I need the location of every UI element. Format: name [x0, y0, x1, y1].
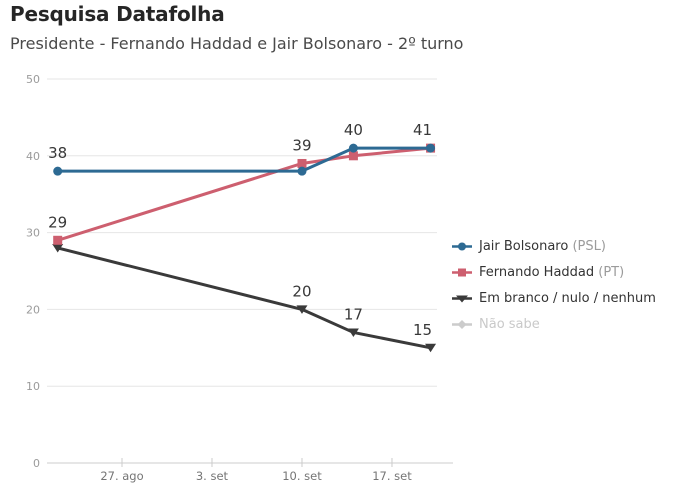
data-point-label: 29 — [48, 213, 67, 231]
triangle-down-series-marker-icon — [452, 295, 472, 302]
data-point-marker — [347, 328, 359, 337]
y-axis-label: 20 — [26, 303, 40, 316]
y-axis-label: 50 — [26, 73, 40, 86]
data-point-label: 41 — [413, 121, 432, 139]
legend-marker-shape — [457, 319, 467, 329]
data-point-label: 39 — [292, 136, 311, 154]
data-point-marker — [296, 305, 308, 314]
series-line — [57, 146, 431, 173]
legend-label: Fernando Haddad (PT) — [479, 264, 625, 280]
legend-label-suffix: (PSL) — [568, 238, 606, 254]
legend-item-jair-bolsonaro[interactable]: Jair Bolsonaro (PSL) — [452, 233, 656, 259]
legend-item-n-o-sabe[interactable]: Não sabe — [452, 311, 656, 337]
x-axis-label: 10. set — [282, 469, 322, 483]
series-line — [57, 246, 431, 350]
legend: Jair Bolsonaro (PSL) Fernando Haddad (PT)… — [452, 233, 656, 337]
data-point-label: 15 — [413, 321, 432, 339]
data-point-marker — [297, 158, 307, 168]
legend-marker-shape — [458, 242, 466, 250]
grid: 0 10 20 30 40 50 — [26, 73, 453, 470]
x-axis-label: 17. set — [372, 469, 412, 483]
legend-marker-shape — [458, 268, 466, 276]
data-point-label: 17 — [344, 305, 363, 323]
y-axis-label: 30 — [26, 227, 40, 240]
data-point-marker — [348, 143, 358, 153]
data-point-marker — [52, 243, 64, 253]
legend-label: Em branco / nulo / nenhum — [479, 290, 656, 306]
legend-marker-shape — [456, 295, 468, 302]
legend-label: Jair Bolsonaro (PSL) — [479, 238, 606, 254]
diamond-series-marker-icon — [452, 319, 472, 329]
legend-item-em-branco-nulo-nenhum[interactable]: Em branco / nulo / nenhum — [452, 285, 656, 311]
x-axis-label: 27. ago — [100, 469, 143, 483]
data-point-label: 20 — [292, 282, 311, 300]
series-em-branco-nulo-nenhum — [52, 243, 437, 353]
series-line — [57, 146, 431, 242]
y-axis-label: 10 — [26, 380, 40, 393]
x-axis: 27. ago 3. set 10. set 17. set — [100, 458, 412, 483]
legend-item-fernando-haddad[interactable]: Fernando Haddad (PT) — [452, 259, 656, 285]
data-point-marker — [53, 166, 63, 176]
data-point-marker — [348, 151, 358, 161]
circle-series-marker-icon — [452, 242, 472, 250]
chart-subtitle: Presidente - Fernando Haddad e Jair Bols… — [10, 34, 464, 53]
x-axis-label: 3. set — [196, 469, 229, 483]
data-point-marker — [297, 166, 307, 176]
chart-title: Pesquisa Datafolha — [10, 2, 225, 26]
data-labels: 38 29 39 40 41 20 17 15 — [48, 121, 432, 339]
square-series-marker-icon — [452, 268, 472, 276]
data-point-marker — [425, 343, 437, 353]
legend-label: Não sabe — [479, 316, 540, 332]
data-point-marker — [53, 235, 63, 245]
series-jair-bolsonaro — [53, 143, 436, 176]
y-axis-label: 0 — [33, 457, 40, 470]
data-point-label: 40 — [344, 121, 363, 139]
legend-label-suffix: (PT) — [594, 264, 625, 280]
data-point-marker — [426, 143, 436, 153]
y-axis-label: 40 — [26, 150, 40, 163]
series-fernando-haddad — [53, 143, 436, 245]
data-point-label: 38 — [48, 144, 67, 162]
